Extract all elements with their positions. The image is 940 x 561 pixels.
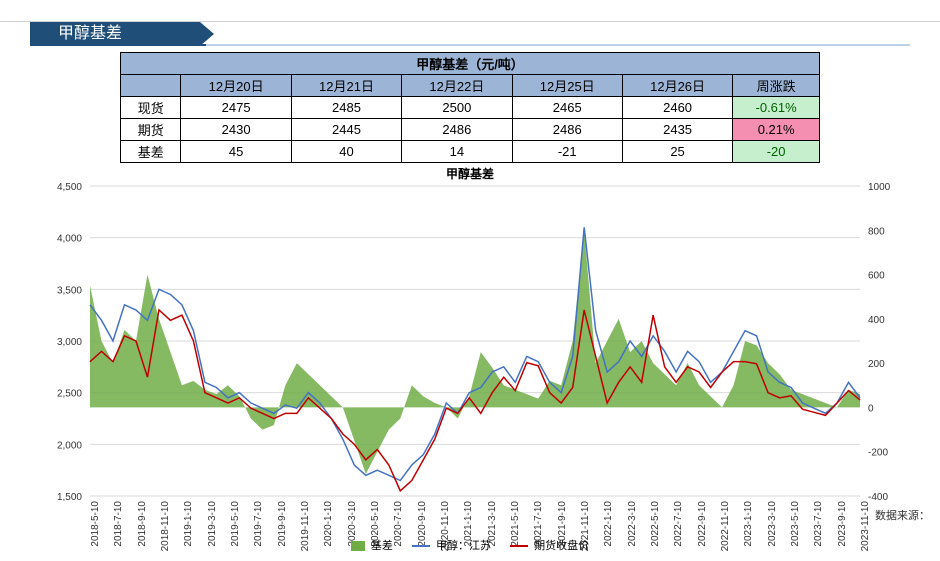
chart-legend: 基差 甲醇：江苏 期货收盘价: [30, 537, 910, 553]
cell: 45: [181, 141, 291, 163]
cell: -21: [512, 141, 622, 163]
legend-line-icon: [510, 545, 528, 547]
table-row: 现货 2475 2485 2500 2465 2460 -0.61%: [121, 97, 820, 119]
svg-text:3,000: 3,000: [57, 337, 82, 348]
cell: 40: [291, 141, 401, 163]
date-header: 12月25日: [512, 75, 622, 97]
legend-label: 期货收盘价: [534, 540, 589, 552]
cell: 2485: [291, 97, 401, 119]
legend-swatch-icon: [351, 541, 365, 551]
row-label: 现货: [121, 97, 181, 119]
svg-text:1,500: 1,500: [57, 492, 82, 501]
svg-text:3,500: 3,500: [57, 285, 82, 296]
legend-line-icon: [412, 545, 430, 547]
cell: 25: [622, 141, 732, 163]
basis-chart: 甲醇基差 1,500 2,000 2,500 3,000 3,500 4,000 4,500…: [30, 165, 910, 545]
basis-table-wrap: 甲醇基差（元/吨） 12月20日 12月21日 12月22日 12月25日 12…: [120, 52, 820, 163]
date-header: 12月22日: [402, 75, 512, 97]
legend-item: 基差: [351, 537, 393, 553]
cell: 14: [402, 141, 512, 163]
cell: 2430: [181, 119, 291, 141]
svg-text:0: 0: [868, 403, 874, 414]
change-cell: -20: [733, 141, 820, 163]
data-source-label: 数据来源：: [875, 507, 930, 523]
legend-item: 期货收盘价: [510, 537, 589, 553]
svg-text:4,500: 4,500: [57, 182, 82, 193]
row-label: 基差: [121, 141, 181, 163]
table-corner: [121, 75, 181, 97]
cell: 2475: [181, 97, 291, 119]
legend-item: 甲醇：江苏: [412, 537, 491, 553]
change-cell: 0.21%: [733, 119, 820, 141]
svg-text:4,000: 4,000: [57, 234, 82, 245]
date-header: 12月21日: [291, 75, 401, 97]
cell: 2465: [512, 97, 622, 119]
top-bar: [0, 0, 940, 22]
cell: 2486: [402, 119, 512, 141]
svg-text:-400: -400: [868, 492, 888, 501]
date-header: 12月20日: [181, 75, 291, 97]
cell: 2460: [622, 97, 732, 119]
row-label: 期货: [121, 119, 181, 141]
cell: 2435: [622, 119, 732, 141]
chart-plot: 1,500 2,000 2,500 3,000 3,500 4,000 4,500 -400 -…: [30, 181, 910, 501]
table-header-row: 12月20日 12月21日 12月22日 12月25日 12月26日 周涨跌: [121, 75, 820, 97]
chart-svg: 1,500 2,000 2,500 3,000 3,500 4,000 4,500 -400 -…: [30, 181, 910, 501]
cell: 2500: [402, 97, 512, 119]
legend-label: 甲醇：江苏: [436, 540, 491, 552]
svg-text:200: 200: [868, 359, 885, 370]
table-row: 期货 2430 2445 2486 2486 2435 0.21%: [121, 119, 820, 141]
table-title: 甲醇基差（元/吨）: [121, 53, 820, 75]
chart-title: 甲醇基差: [30, 165, 910, 181]
basis-table: 甲醇基差（元/吨） 12月20日 12月21日 12月22日 12月25日 12…: [120, 52, 820, 163]
svg-text:400: 400: [868, 315, 885, 326]
cell: 2445: [291, 119, 401, 141]
section-arrow-icon: [200, 22, 214, 46]
svg-text:600: 600: [868, 271, 885, 282]
cell: 2486: [512, 119, 622, 141]
legend-label: 基差: [371, 540, 393, 552]
svg-text:1000: 1000: [868, 182, 891, 193]
section-underline: [30, 44, 910, 46]
table-row: 基差 45 40 14 -21 25 -20: [121, 141, 820, 163]
svg-text:2,500: 2,500: [57, 389, 82, 400]
section-header: 甲醇基差: [0, 22, 940, 46]
svg-text:800: 800: [868, 226, 885, 237]
change-cell: -0.61%: [733, 97, 820, 119]
svg-text:-200: -200: [868, 448, 888, 459]
date-header: 12月26日: [622, 75, 732, 97]
svg-text:2,000: 2,000: [57, 440, 82, 451]
change-header: 周涨跌: [733, 75, 820, 97]
section-title: 甲醇基差: [30, 22, 200, 46]
